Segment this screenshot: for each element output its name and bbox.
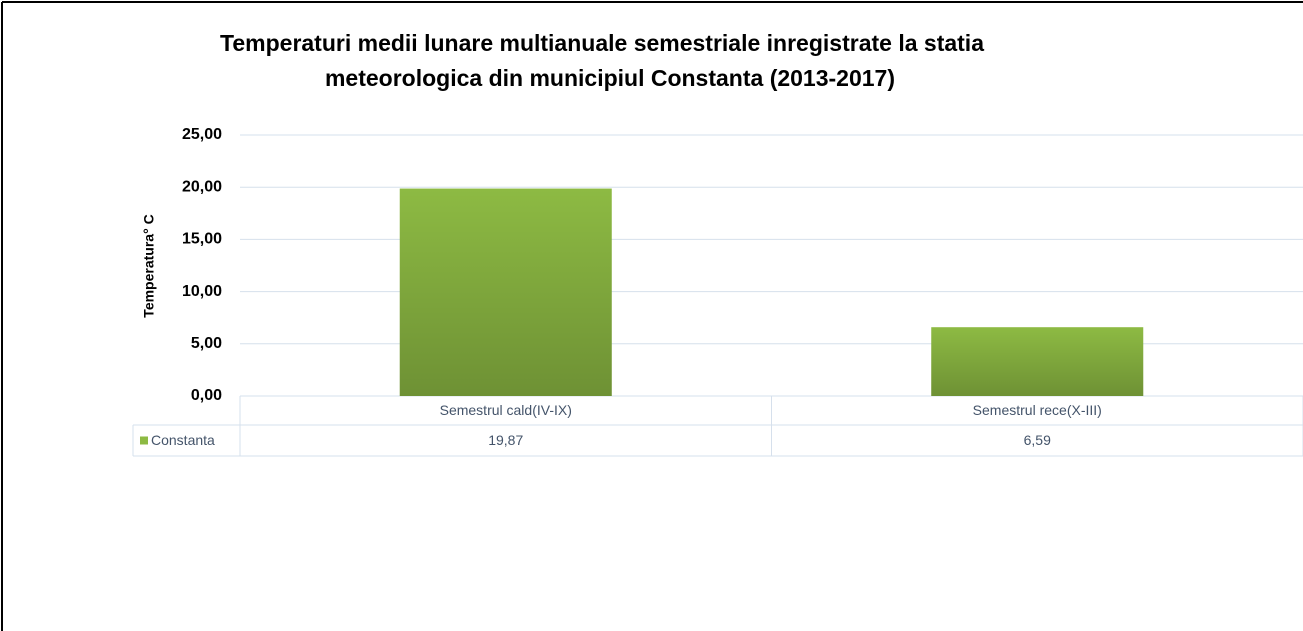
y-axis-label: Temperatura° C	[141, 214, 157, 317]
bar-shade	[399, 188, 612, 396]
x-tick-label: Semestrul rece(X-III)	[973, 402, 1102, 418]
y-tick-label: 5,00	[191, 335, 222, 352]
table-value: 19,87	[488, 432, 523, 448]
y-tick-label: 15,00	[182, 231, 222, 248]
legend-label: Constanta	[151, 432, 215, 448]
chart-title: meteorologica din municipiul Constanta (…	[325, 65, 895, 91]
y-tick-label: 10,00	[182, 283, 222, 300]
legend-swatch	[140, 436, 148, 445]
table-value: 6,59	[1024, 432, 1051, 448]
bar-shade	[931, 327, 1144, 396]
y-tick-label: 20,00	[182, 178, 222, 195]
x-tick-label: Semestrul cald(IV-IX)	[440, 402, 572, 418]
chart-title: Temperaturi medii lunare multianuale sem…	[220, 30, 984, 56]
y-tick-label: 0,00	[191, 387, 222, 404]
y-tick-label: 25,00	[182, 126, 222, 143]
